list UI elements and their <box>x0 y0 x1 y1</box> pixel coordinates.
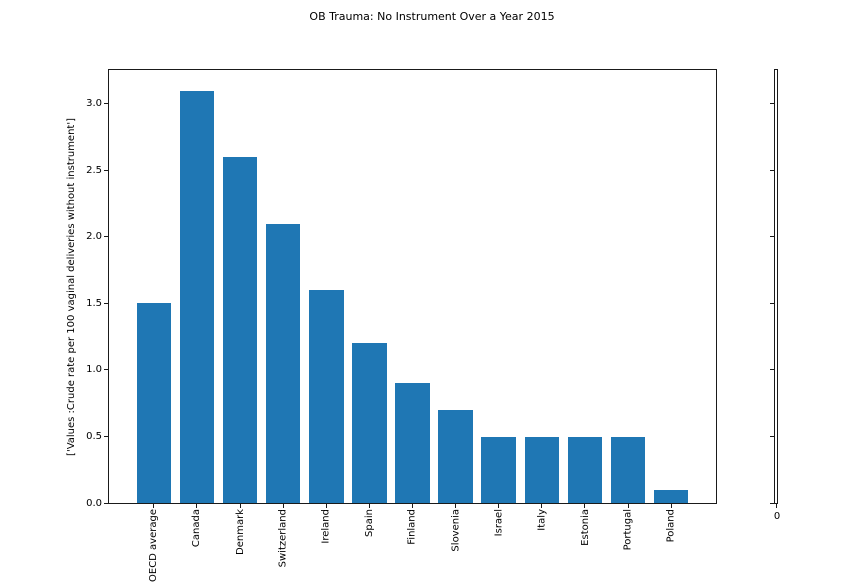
x-tick-label: OECD average <box>148 508 160 582</box>
x-tick-label: Ireland <box>320 508 332 544</box>
x-tick-label: Finland <box>407 508 418 545</box>
bar-estonia <box>567 436 603 503</box>
y-tick-label: 0.0 <box>86 497 102 509</box>
x-tick-label: Estonia <box>579 508 591 546</box>
y-axis-label: ['Values :Crude rate per 100 vaginal del… <box>65 117 77 456</box>
secondary-y-tick-mark <box>770 169 774 171</box>
bar-portugal <box>610 436 646 503</box>
y-tick-mark <box>104 236 108 238</box>
y-tick-label: 2.0 <box>86 231 102 243</box>
y-tick-label: 1.0 <box>86 364 102 376</box>
x-tick-label: Israel <box>493 508 505 536</box>
chart-title: OB Trauma: No Instrument Over a Year 201… <box>309 10 555 23</box>
y-tick-mark <box>104 169 108 171</box>
x-tick-mark <box>584 504 586 508</box>
bar-denmark <box>222 157 258 503</box>
x-tick-mark <box>455 504 457 508</box>
x-tick-label: Poland <box>665 508 677 542</box>
x-tick-mark <box>368 504 370 508</box>
x-tick-mark <box>670 504 672 508</box>
y-tick-mark <box>104 435 108 437</box>
x-tick-label: Slovenia <box>450 508 462 552</box>
bar-slovenia <box>438 409 473 503</box>
secondary-y-tick-mark <box>770 435 774 437</box>
y-tick-label: 2.5 <box>86 164 102 176</box>
x-tick-mark <box>325 504 327 508</box>
secondary-y-tick-mark <box>770 103 774 105</box>
bar-oecd-average <box>136 303 172 503</box>
x-tick-mark <box>196 504 198 508</box>
plot-area <box>108 69 717 504</box>
x-tick-label: Denmark <box>234 508 246 555</box>
secondary-y-tick-mark <box>770 369 774 371</box>
bar-israel <box>481 436 516 503</box>
x-tick-mark <box>239 504 241 508</box>
x-tick-label: Portugal <box>622 508 634 550</box>
x-tick-mark <box>282 504 284 508</box>
bar-ireland <box>309 290 344 503</box>
bar-switzerland <box>265 223 301 503</box>
secondary-y-tick-mark <box>770 502 774 504</box>
x-tick-mark <box>541 504 543 508</box>
y-tick-mark <box>104 302 108 304</box>
secondary-x-tick-mark <box>775 504 777 508</box>
x-tick-mark <box>153 504 155 508</box>
x-tick-label: Italy <box>536 508 548 531</box>
y-tick-mark <box>104 369 108 371</box>
x-tick-label: Canada <box>191 508 203 547</box>
secondary-y-tick-mark <box>770 302 774 304</box>
y-tick-mark <box>104 502 108 504</box>
y-axis-label-container: ['Values :Crude rate per 100 vaginal del… <box>63 69 80 504</box>
secondary-axis-zero-label: 0 <box>773 511 781 522</box>
y-tick-label: 3.0 <box>86 98 102 110</box>
secondary-axis <box>774 69 778 504</box>
x-tick-mark <box>627 504 629 508</box>
secondary-y-tick-mark <box>770 236 774 238</box>
bar-spain <box>352 343 387 503</box>
x-tick-mark <box>412 504 413 508</box>
x-tick-mark <box>498 504 500 508</box>
bar-italy <box>524 436 560 503</box>
y-tick-label: 0.5 <box>86 430 102 442</box>
y-tick-mark <box>104 103 108 105</box>
bar-canada <box>179 90 215 503</box>
x-tick-label: Spain <box>363 508 375 537</box>
y-tick-label: 1.5 <box>86 297 102 309</box>
x-tick-label: Switzerland <box>277 508 289 567</box>
bar-finland <box>395 383 430 503</box>
bar-poland <box>653 489 689 503</box>
